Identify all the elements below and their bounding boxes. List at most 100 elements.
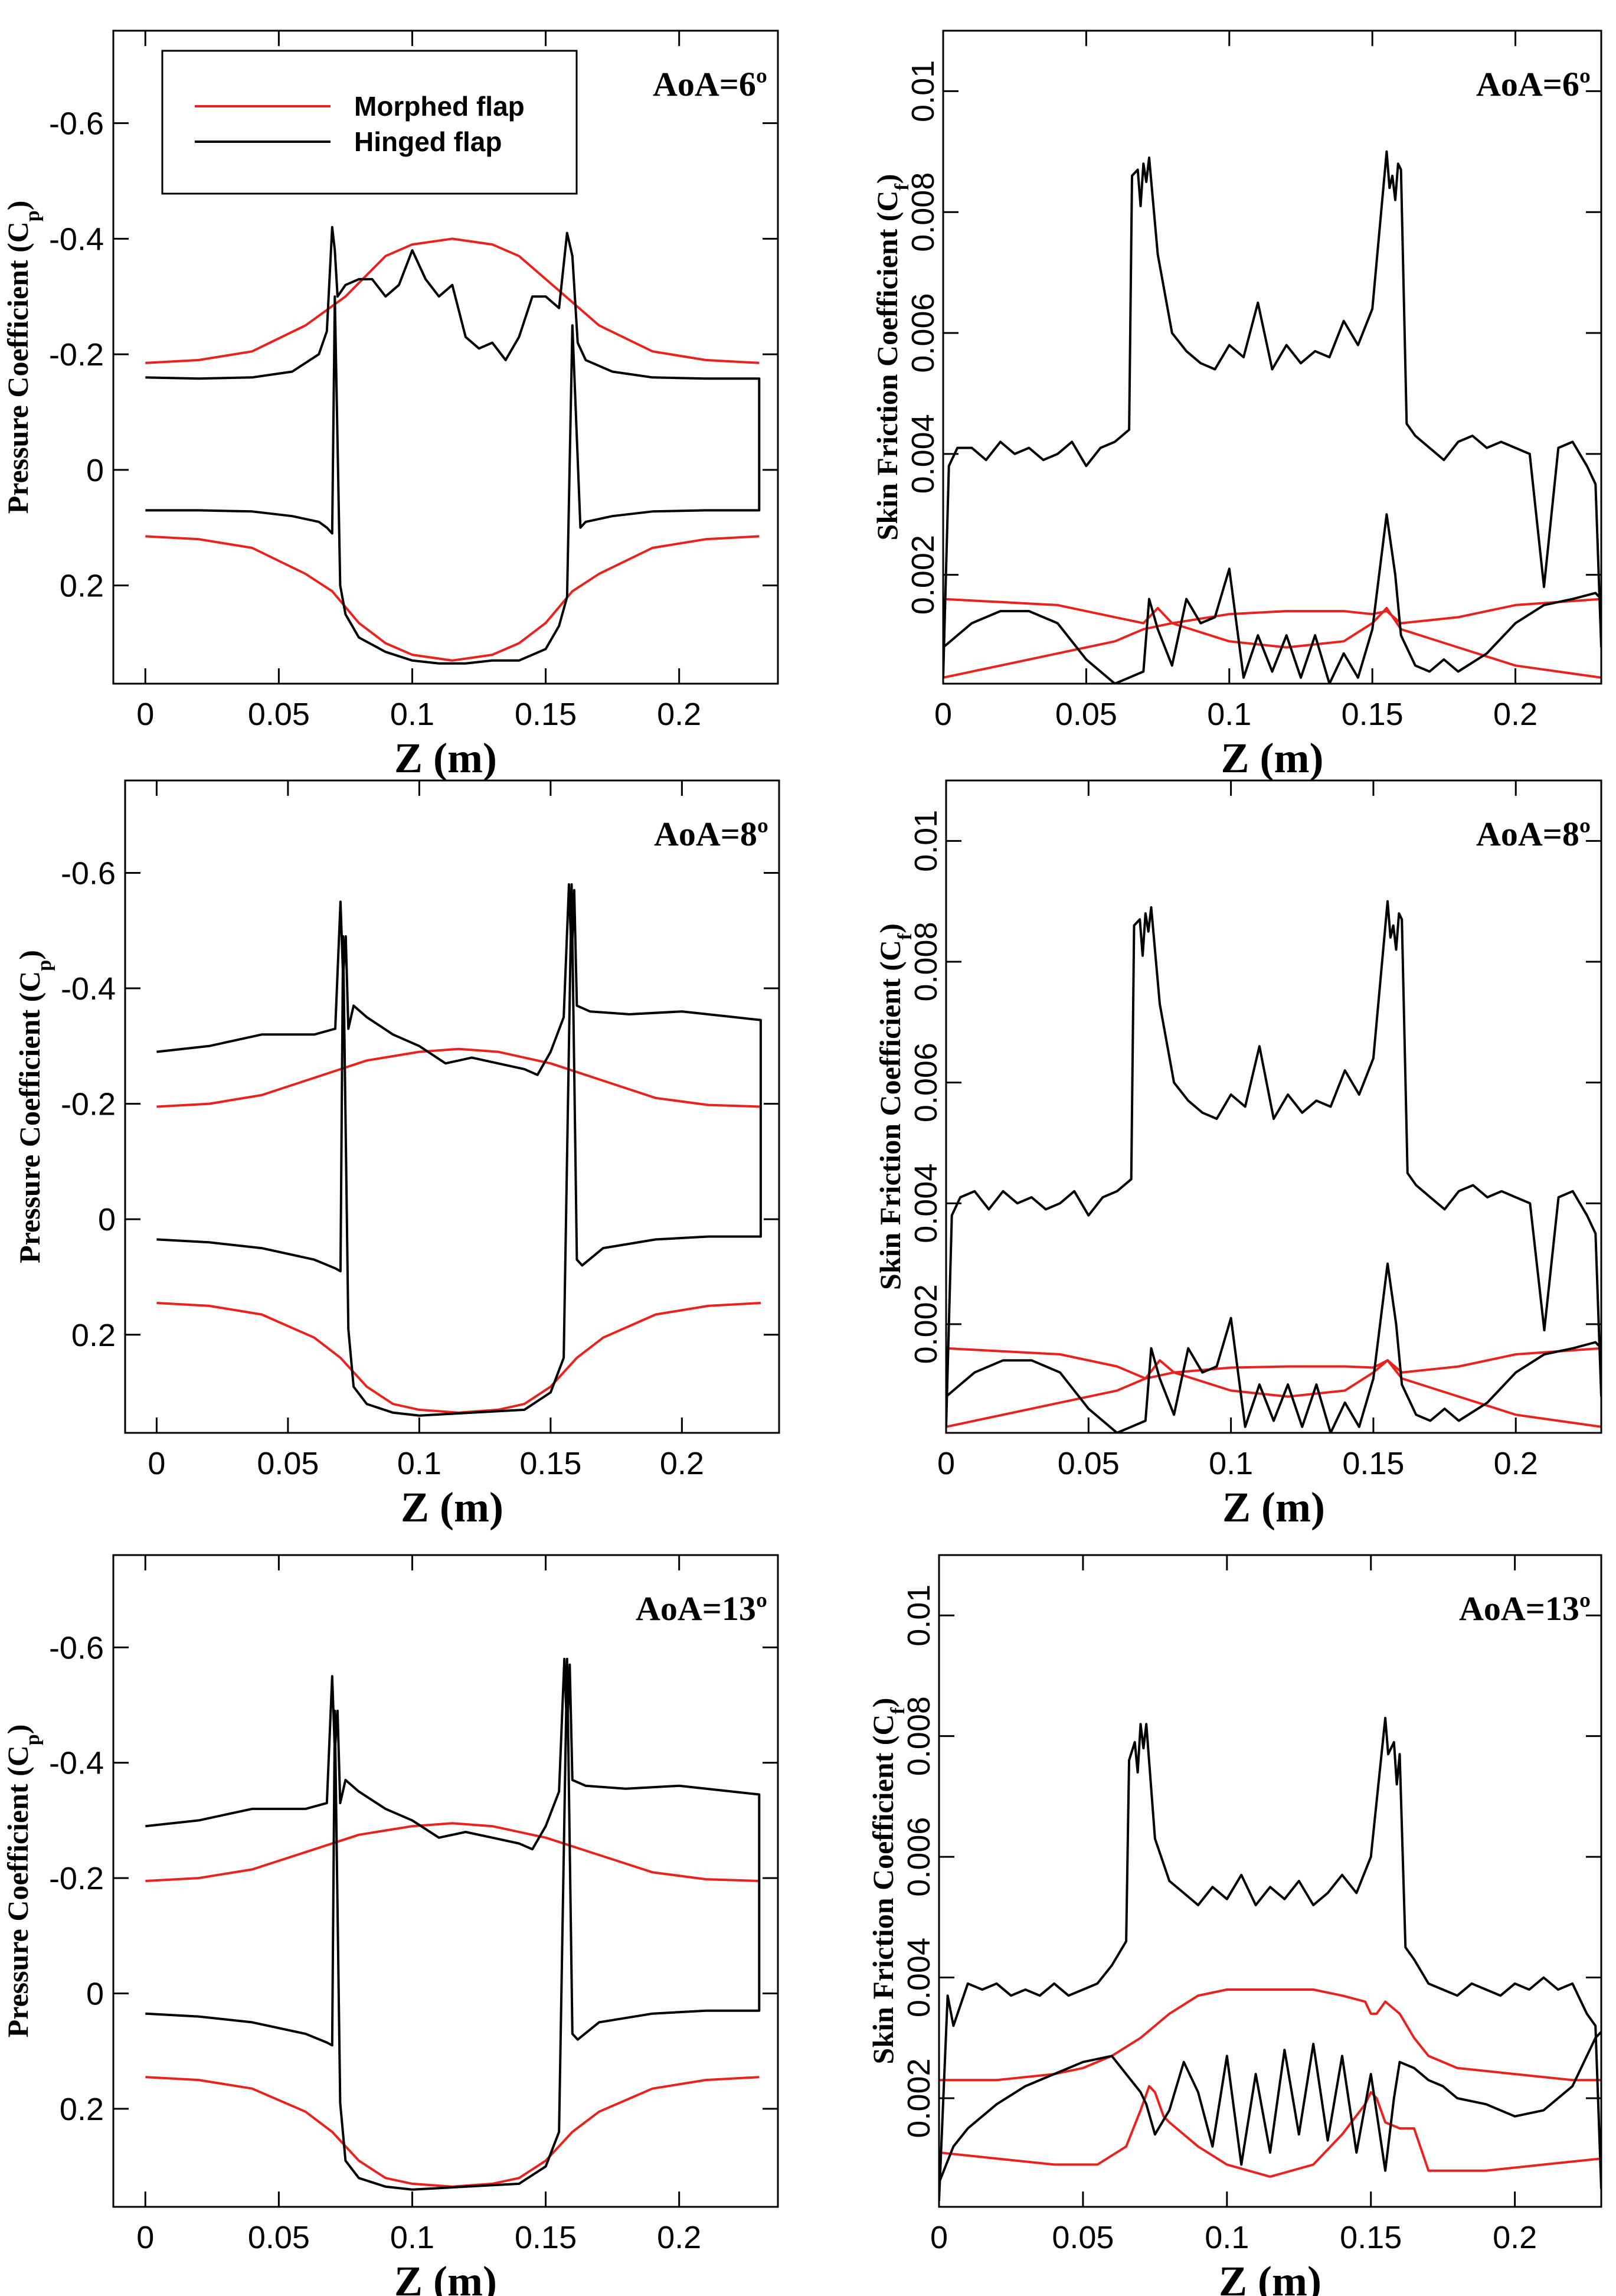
- plot-area: [145, 226, 761, 665]
- x-tick-label: 0.05: [1052, 2220, 1114, 2255]
- x-tick-label: 0.05: [248, 2220, 310, 2255]
- legend-morphed-label: Morphed flap: [354, 91, 525, 122]
- y-tick-label: -0.6: [49, 106, 104, 142]
- morphed-flap-line-0: [156, 1047, 761, 1108]
- x-axis-label: Z (m): [394, 2258, 497, 2296]
- y-tick-label: 0.008: [901, 1696, 937, 1776]
- hinged-flap-line-2: [145, 226, 761, 665]
- x-axis-label: Z (m): [1219, 2258, 1321, 2296]
- plot-frame: [112, 30, 779, 685]
- y-tick-label: 0.002: [901, 2058, 937, 2138]
- plot-area: [946, 900, 1601, 1433]
- plot-area: [939, 1717, 1601, 2201]
- y-tick-label: 0: [86, 453, 104, 488]
- x-tick-label: 0: [930, 2220, 948, 2255]
- hinged-flap-line-2: [939, 1717, 1601, 2201]
- y-tick-label: 0.006: [908, 1043, 944, 1122]
- plot-frame: [124, 779, 780, 1434]
- x-tick-label: 0.2: [660, 1446, 704, 1481]
- panel-title: AoA=8º: [654, 815, 768, 853]
- y-tick-label: 0.008: [908, 922, 944, 1001]
- y-tick-label: 0.01: [908, 810, 944, 872]
- x-tick-label: 0.2: [1493, 2220, 1537, 2255]
- panel-cf-6: 0 0.05 0.1 0.15 0.2 0.002 0.004 0.006 0.008 0.01 Z…: [871, 30, 1602, 782]
- x-tick-label: 0: [937, 1446, 955, 1481]
- panel-title: AoA=13º: [636, 1589, 767, 1628]
- x-tick-label: 0.05: [1055, 697, 1117, 732]
- plot-frame: [112, 1554, 779, 2208]
- x-tick-label: 0.1: [390, 2220, 434, 2255]
- x-tick-label: 0: [136, 697, 154, 732]
- morphed-flap-line-0: [946, 1347, 1601, 1428]
- panel-cf-13: 0 0.05 0.1 0.15 0.2 0.002 0.004 0.006 0.008 0.01 Z…: [866, 1554, 1602, 2296]
- y-tick-label: 0.2: [71, 1318, 116, 1353]
- y-tick-label: 0.002: [908, 1284, 944, 1364]
- y-tick-label: 0.006: [901, 1817, 937, 1897]
- panel-title: AoA=6º: [1476, 65, 1591, 103]
- x-tick-label: 0: [148, 1446, 165, 1481]
- y-tick-label: -0.4: [61, 971, 116, 1007]
- x-tick-label: 0.2: [657, 2220, 701, 2255]
- y-tick-label: -0.2: [49, 1861, 104, 1896]
- hinged-flap-line-2: [946, 900, 1601, 1427]
- y-axis-label: Pressure Coefficient (Cp): [13, 950, 55, 1263]
- morphed-flap-line-1: [943, 597, 1601, 679]
- panel-title: AoA=6º: [653, 65, 767, 103]
- x-tick-label: 0.1: [1209, 1446, 1253, 1481]
- x-tick-label: 0: [934, 697, 952, 732]
- y-tick-label: 0.004: [905, 414, 941, 494]
- hinged-flap-line-3: [946, 1262, 1601, 1433]
- panel-title: AoA=13º: [1459, 1589, 1591, 1628]
- panel-title: AoA=8º: [1476, 815, 1591, 853]
- x-tick-label: 0.15: [1342, 697, 1404, 732]
- x-tick-label: 0.15: [515, 697, 577, 732]
- x-tick-label: 0.2: [1493, 697, 1538, 732]
- x-tick-label: 0.15: [515, 2220, 577, 2255]
- y-tick-label: 0.01: [905, 60, 941, 122]
- x-tick-label: 0.15: [1342, 1446, 1404, 1481]
- y-tick-label: -0.4: [49, 1746, 104, 1781]
- morphed-flap-line-0: [145, 1822, 760, 1882]
- hinged-flap-line-3: [943, 513, 1601, 684]
- x-axis-label: Z (m): [394, 734, 497, 782]
- plot-frame: [945, 779, 1602, 1434]
- morphed-flap-line-0: [939, 1988, 1601, 2082]
- panel-cp-13: 0 0.05 0.1 0.15 0.2 -0.6 -0.4 -0.2 0 0.2 Z (m) Pres…: [1, 1554, 779, 2296]
- y-tick-label: 0.01: [901, 1585, 937, 1647]
- panel-cf-8: 0 0.05 0.1 0.15 0.2 0.002 0.004 0.006 0.008 0.01 Z…: [874, 779, 1602, 1531]
- y-axis-label: Skin Friction Coefficient (Cf): [874, 923, 916, 1290]
- y-tick-label: 0.2: [60, 569, 104, 604]
- x-axis-label: Z (m): [1222, 1484, 1325, 1531]
- panel-cp-8: 0 0.05 0.1 0.15 0.2 -0.6 -0.4 -0.2 0 0.2 Z (m) Pres…: [13, 779, 780, 1531]
- x-tick-label: 0.1: [1205, 2220, 1249, 2255]
- morphed-flap-line-1: [939, 2085, 1601, 2178]
- hinged-flap-line-2: [156, 883, 762, 1417]
- x-tick-label: 0.2: [657, 697, 701, 732]
- plot-frame: [938, 1554, 1602, 2208]
- y-tick-label: -0.6: [61, 855, 116, 891]
- y-tick-label: 0.2: [60, 2092, 104, 2127]
- x-axis-label: Z (m): [1221, 734, 1324, 782]
- plot-area: [156, 883, 762, 1417]
- y-tick-label: -0.2: [49, 337, 104, 373]
- morphed-flap-line-1: [145, 535, 760, 662]
- y-tick-label: 0.008: [905, 172, 941, 252]
- y-tick-label: -0.2: [61, 1087, 116, 1122]
- panel-cp-6: 0 0.05 0.1 0.15 0.2 -0.6 -0.4 -0.2 0 0.2 Z (m) Pres…: [1, 30, 779, 782]
- morphed-flap-line-0: [943, 597, 1601, 679]
- morphed-flap-line-1: [946, 1347, 1601, 1428]
- y-tick-label: 0: [86, 1977, 104, 2012]
- x-tick-label: 0.1: [1207, 697, 1251, 732]
- legend-hinged-label: Hinged flap: [354, 126, 502, 157]
- y-tick-label: 0.004: [908, 1164, 944, 1243]
- x-tick-label: 0.2: [1494, 1446, 1538, 1481]
- x-tick-label: 0.05: [248, 697, 310, 732]
- hinged-flap-line-3: [939, 2031, 1601, 2183]
- y-tick-label: 0.004: [901, 1938, 937, 2017]
- plot-area: [145, 1657, 761, 2191]
- x-tick-label: 0.1: [390, 697, 434, 732]
- morphed-flap-line-1: [156, 1302, 761, 1414]
- y-tick-label: -0.6: [49, 1630, 104, 1665]
- y-axis-label: Skin Friction Coefficient (Cf): [866, 1698, 909, 2065]
